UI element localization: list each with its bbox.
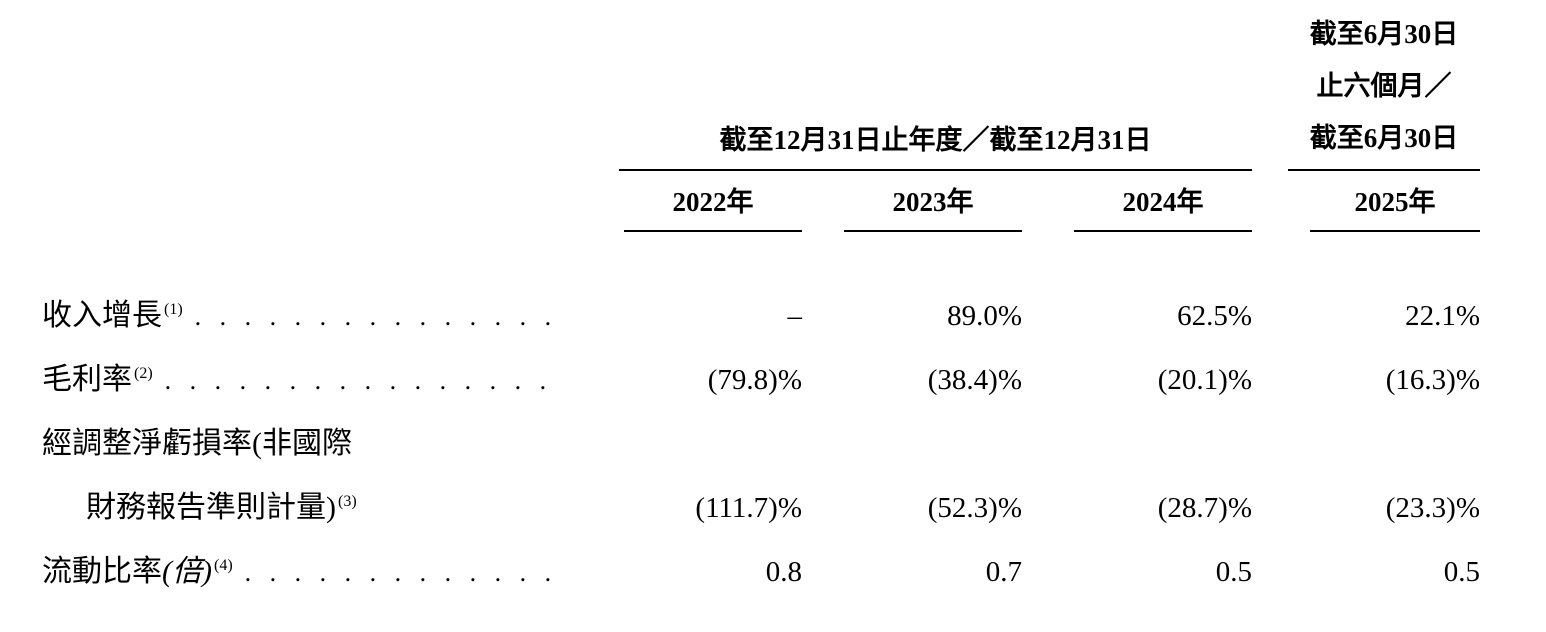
- value-cell-empty: [575, 412, 802, 476]
- row-label-text: 毛利率: [42, 363, 132, 396]
- year-header-2024: 2024年: [1074, 183, 1252, 232]
- value-cell: (52.3)%: [927, 492, 1022, 524]
- footnote-marker: (4): [213, 557, 233, 574]
- table-row-adjusted-net-loss-line1: 經調整淨虧損率(非國際: [0, 412, 1546, 476]
- value-cell: 0.5: [1443, 556, 1480, 588]
- value-cell-empty: [1252, 412, 1480, 476]
- table-body: 收入增長 (1) . . . . . . . . . . . . . . . .…: [0, 284, 1546, 604]
- period-group-header: 截至6月30日 止六個月／ 截至6月30日: [1288, 8, 1480, 171]
- period-group-header-cell: 截至6月30日 止六個月／ 截至6月30日: [1252, 8, 1480, 171]
- value-cell-empty: [1022, 412, 1252, 476]
- period-header-line3: 截至6月30日: [1309, 123, 1459, 153]
- header-spacer: [0, 183, 575, 232]
- value-cell: (28.7)%: [1157, 492, 1252, 524]
- value-cell: –: [787, 300, 803, 332]
- value-cell-empty: [802, 412, 1022, 476]
- row-label: 收入增長 (1) . . . . . . . . . . . . . . . .…: [0, 284, 575, 348]
- year-header-cell: 2025年: [1252, 183, 1480, 232]
- year-header-2025: 2025年: [1310, 183, 1480, 232]
- value-cell: (111.7)%: [695, 492, 802, 524]
- period-header-line1: 截至6月30日: [1309, 19, 1459, 49]
- row-label-text: 經調整淨虧損率(非國際: [42, 427, 352, 460]
- value-cell: (79.8)%: [707, 364, 802, 396]
- value-cell: 22.1%: [1405, 300, 1480, 332]
- value-cell: (23.3)%: [1385, 492, 1480, 524]
- row-label-unit: (倍): [162, 555, 212, 588]
- row-label: 財務報告準則計量) (3): [0, 476, 575, 540]
- footnote-marker: (3): [338, 493, 357, 510]
- dot-leader: . . . . . . . . . . . . . . . . . . . . …: [194, 302, 565, 331]
- table-row-adjusted-net-loss-line2: 財務報告準則計量) (3) (111.7)% (52.3)% (28.7)% (…: [0, 476, 1546, 540]
- row-label: 流動比率 (倍) (4) . . . . . . . . . . . . . .…: [0, 540, 575, 604]
- row-label: 毛利率 (2) . . . . . . . . . . . . . . . . …: [0, 348, 575, 412]
- row-label-text: 收入增長: [42, 299, 162, 332]
- dot-leader: . . . . . . . . . . . . . . . . . . . . …: [244, 558, 565, 587]
- footnote-marker: (2): [134, 365, 153, 382]
- row-label-text: 流動比率: [42, 555, 162, 588]
- year-header-cell: 2024年: [1022, 183, 1252, 232]
- value-cell: 0.8: [765, 556, 802, 588]
- table-header-years: 2022年 2023年 2024年 2025年: [0, 183, 1546, 232]
- dot-leader: . . . . . . . . . . . . . . . . . . . . …: [164, 366, 565, 395]
- value-cell: 62.5%: [1177, 300, 1252, 332]
- year-header-2022: 2022年: [624, 183, 802, 232]
- value-cell: 89.0%: [947, 300, 1022, 332]
- value-cell: 0.5: [1215, 556, 1252, 588]
- period-header-line2: 止六個月／: [1316, 71, 1452, 101]
- value-cell: 0.7: [985, 556, 1022, 588]
- value-cell: (16.3)%: [1385, 364, 1480, 396]
- table-row-current-ratio: 流動比率 (倍) (4) . . . . . . . . . . . . . .…: [0, 540, 1546, 604]
- year-group-header-cell: 截至12月31日止年度／截至12月31日: [575, 118, 1252, 171]
- year-group-header: 截至12月31日止年度／截至12月31日: [619, 118, 1252, 171]
- table-header-groups: 截至12月31日止年度／截至12月31日 截至6月30日 止六個月／ 截至6月3…: [0, 8, 1546, 171]
- year-header-cell: 2022年: [575, 183, 802, 232]
- value-cell: (38.4)%: [927, 364, 1022, 396]
- value-cell: (20.1)%: [1157, 364, 1252, 396]
- year-header-2023: 2023年: [844, 183, 1022, 232]
- year-header-cell: 2023年: [802, 183, 1022, 232]
- row-label-text: 財務報告準則計量): [86, 491, 336, 524]
- table-row-revenue-growth: 收入增長 (1) . . . . . . . . . . . . . . . .…: [0, 284, 1546, 348]
- footnote-marker: (1): [164, 301, 183, 318]
- row-label: 經調整淨虧損率(非國際: [0, 412, 575, 476]
- table-row-gross-margin: 毛利率 (2) . . . . . . . . . . . . . . . . …: [0, 348, 1546, 412]
